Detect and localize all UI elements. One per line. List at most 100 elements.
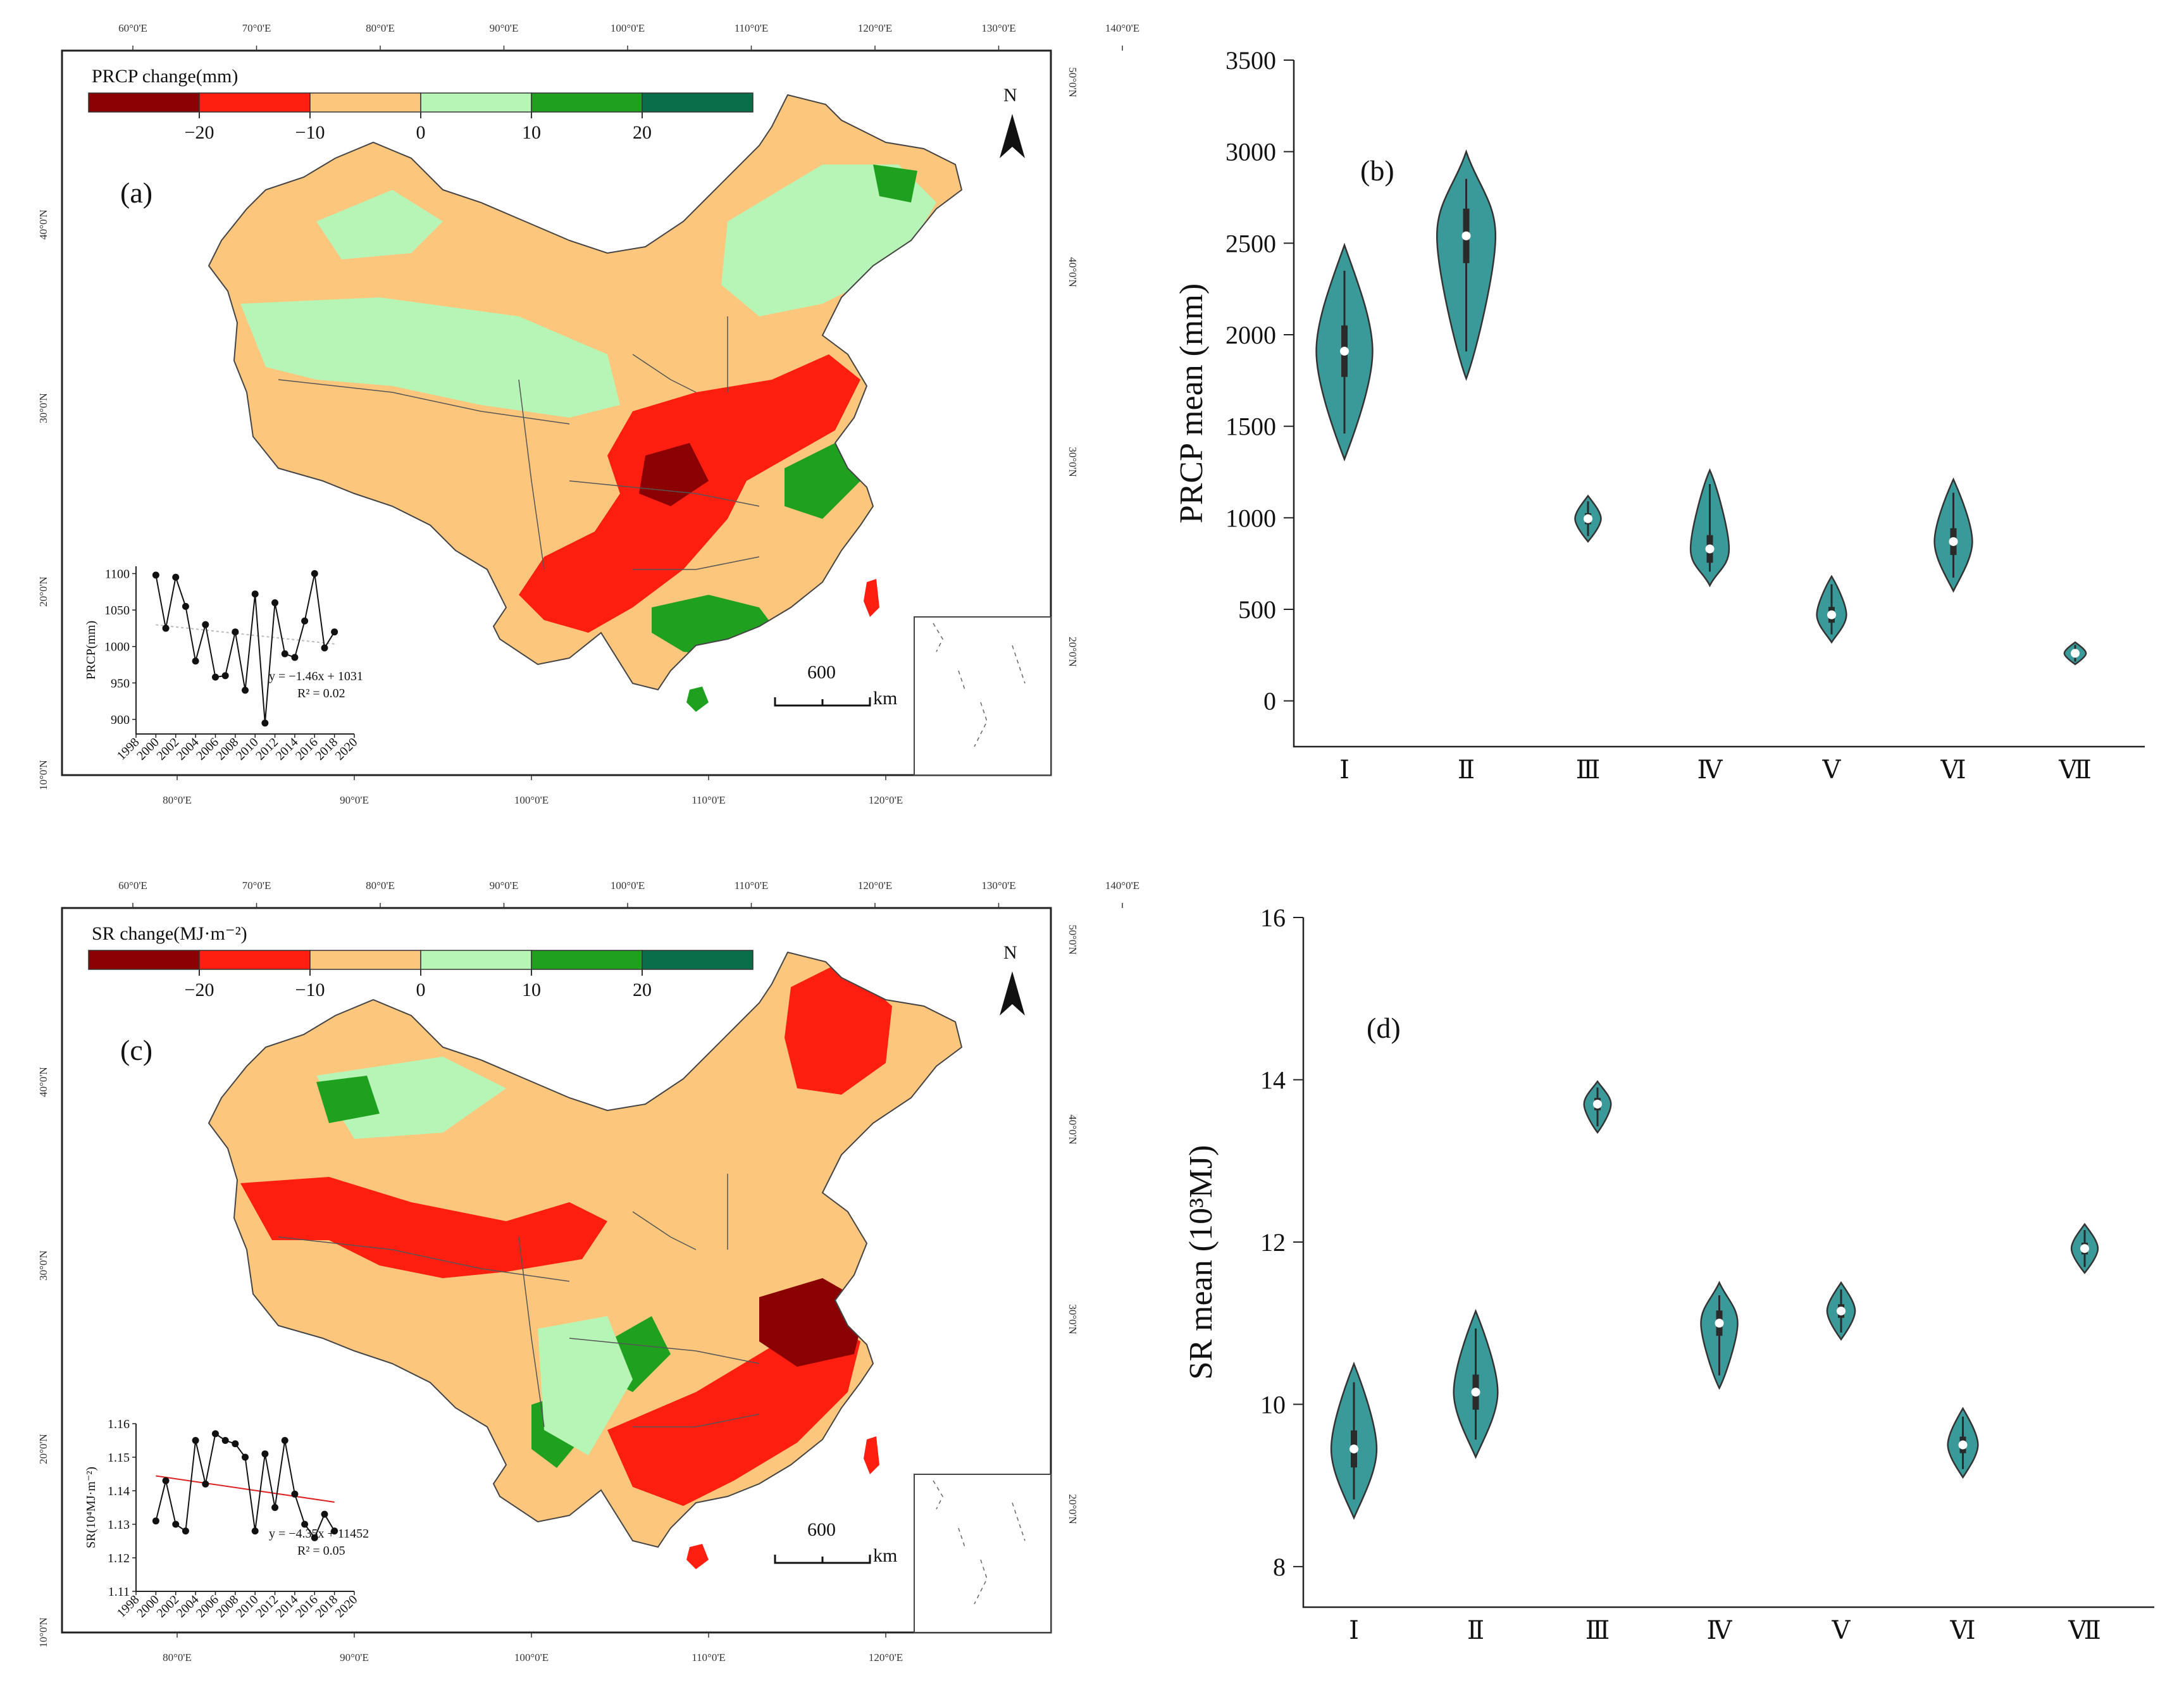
panel-label: (a) (120, 177, 152, 209)
legend-swatch (642, 950, 754, 970)
nine-dash-line (933, 623, 1026, 747)
latitude-label-right: 40°0'N (1067, 1114, 1079, 1145)
longitude-label-top: 140°0'E (1105, 880, 1139, 892)
category-label: Ⅳ (1707, 1616, 1733, 1645)
north-arrow-icon (1000, 971, 1025, 1016)
zone-northeast-decrease (785, 962, 892, 1095)
violin-median (1461, 231, 1471, 240)
legend-title: SR change(MJ·m⁻²) (92, 923, 247, 944)
inset-data-point (251, 590, 259, 598)
longitude-label-top: 70°0'E (242, 22, 271, 34)
category-label: Ⅶ (2068, 1616, 2101, 1645)
inset-data-point (202, 621, 209, 628)
panel-label: (c) (120, 1034, 152, 1066)
inset-data-point (221, 1437, 229, 1444)
legend-swatch (309, 950, 421, 970)
longitude-label-top: 90°0'E (490, 880, 519, 892)
zone-tibet-increase (240, 297, 620, 418)
ytick-label: 2000 (1225, 321, 1276, 349)
violin-median (1349, 1444, 1358, 1453)
longitude-label-bottom: 80°0'E (163, 794, 192, 806)
inset-data-point (211, 1430, 219, 1438)
axes (1302, 917, 2154, 1608)
north-label: N (1003, 85, 1017, 106)
inset-data-point (182, 1527, 189, 1535)
inset-ylabel: SR(10⁴MJ·m⁻²) (84, 1467, 98, 1548)
latitude-label-left: 10°0'N (37, 1617, 49, 1648)
longitude-label-top: 100°0'E (611, 22, 645, 34)
legend-swatch (531, 950, 643, 970)
category-label: Ⅰ (1339, 755, 1349, 784)
latitude-label-left: 40°0'N (37, 1067, 49, 1097)
inset-data-point (301, 1520, 309, 1528)
zone-east-increase (785, 443, 860, 519)
inset-data-point (152, 571, 159, 579)
latitude-label-right: 20°0'N (1067, 1494, 1079, 1524)
scale-unit: km (873, 1545, 897, 1566)
longitude-label-bottom: 90°0'E (340, 794, 369, 806)
inset-equation: y = −1.46x + 1031 (269, 669, 363, 683)
legend-tick-label: −10 (295, 979, 325, 1000)
zone-northwest-increase (316, 1076, 380, 1123)
hainan-island (686, 687, 709, 712)
inset-ytick-label: 1.16 (108, 1417, 130, 1431)
scale-unit: km (873, 688, 897, 709)
latitude-label-right: 30°0'N (1067, 447, 1079, 477)
inset-ytick-label: 1000 (104, 640, 130, 654)
ytick-label: 3000 (1225, 138, 1276, 166)
inset-ytick-label: 1.11 (108, 1585, 130, 1599)
longitude-label-bottom: 80°0'E (163, 1651, 192, 1663)
longitude-label-top: 110°0'E (735, 880, 769, 892)
longitude-label-bottom: 100°0'E (514, 1651, 549, 1663)
longitude-label-top: 80°0'E (366, 22, 395, 34)
legend-title: PRCP change(mm) (92, 66, 238, 87)
legend-tick-label: −20 (185, 122, 214, 143)
violin-median (1593, 1099, 1602, 1109)
legend-tick-label: 20 (633, 122, 652, 143)
legend-tick-label: −20 (185, 979, 214, 1000)
longitude-label-top: 120°0'E (858, 880, 892, 892)
category-label: Ⅲ (1576, 755, 1601, 784)
inset-ytick-label: 900 (111, 713, 130, 727)
category-label: Ⅲ (1585, 1616, 1610, 1645)
inset-data-point (232, 628, 239, 636)
inset-data-point (281, 650, 289, 657)
inset-data-point (261, 1450, 269, 1458)
coordinate-labels: 60°0'E 70°0'E 80°0'E 90°0'E 100°0'E 110°0'E 12… (37, 880, 1139, 1663)
map-panel-c: SR change(MJ·m⁻²) −20 −10 0 10 20 (c) N 600 … (37, 880, 1139, 1663)
violin-median (1705, 544, 1715, 554)
inset-data-point (211, 673, 219, 681)
color-legend: −20 −10 0 10 20 (88, 950, 754, 1000)
inset-ytick-label: 1.15 (108, 1451, 130, 1465)
longitude-label-bottom: 110°0'E (692, 1651, 726, 1663)
inset-data-point (261, 719, 269, 727)
inset-data-point (271, 1504, 279, 1511)
category-label: Ⅶ (2058, 755, 2092, 784)
legend-swatch (642, 92, 754, 113)
inset-data-point (242, 687, 249, 694)
south-china-sea-inset (914, 616, 1052, 776)
latitude-label-left: 20°0'N (37, 1434, 49, 1464)
category-label: Ⅴ (1832, 1616, 1851, 1645)
legend-swatch (309, 92, 421, 113)
legend-tick-label: 10 (522, 122, 541, 143)
inset-data-point (182, 602, 189, 610)
legend-swatch (420, 950, 532, 970)
y-axis-label: SR mean (10³MJ) (1183, 1145, 1219, 1380)
zone-central-strong-decrease (639, 443, 709, 506)
ytick-label: 0 (1263, 687, 1276, 716)
zone-tibet-decrease (240, 1177, 607, 1278)
inset-data-point (331, 628, 338, 636)
violin-median (1340, 347, 1349, 356)
legend-swatch (420, 92, 532, 113)
inset-data-point (202, 1480, 209, 1488)
latitude-label-left: 20°0'N (37, 576, 49, 607)
scale-bar (774, 1555, 871, 1564)
inset-equation: y = −4.35x + 11452 (269, 1527, 369, 1541)
zone-sichuan-increase (538, 1316, 633, 1455)
inset-data-point (192, 657, 199, 665)
legend-tick-label: 10 (522, 979, 541, 1000)
inset-data-point (162, 1477, 170, 1484)
violin-median (1958, 1440, 1968, 1450)
longitude-label-top: 60°0'E (118, 880, 147, 892)
